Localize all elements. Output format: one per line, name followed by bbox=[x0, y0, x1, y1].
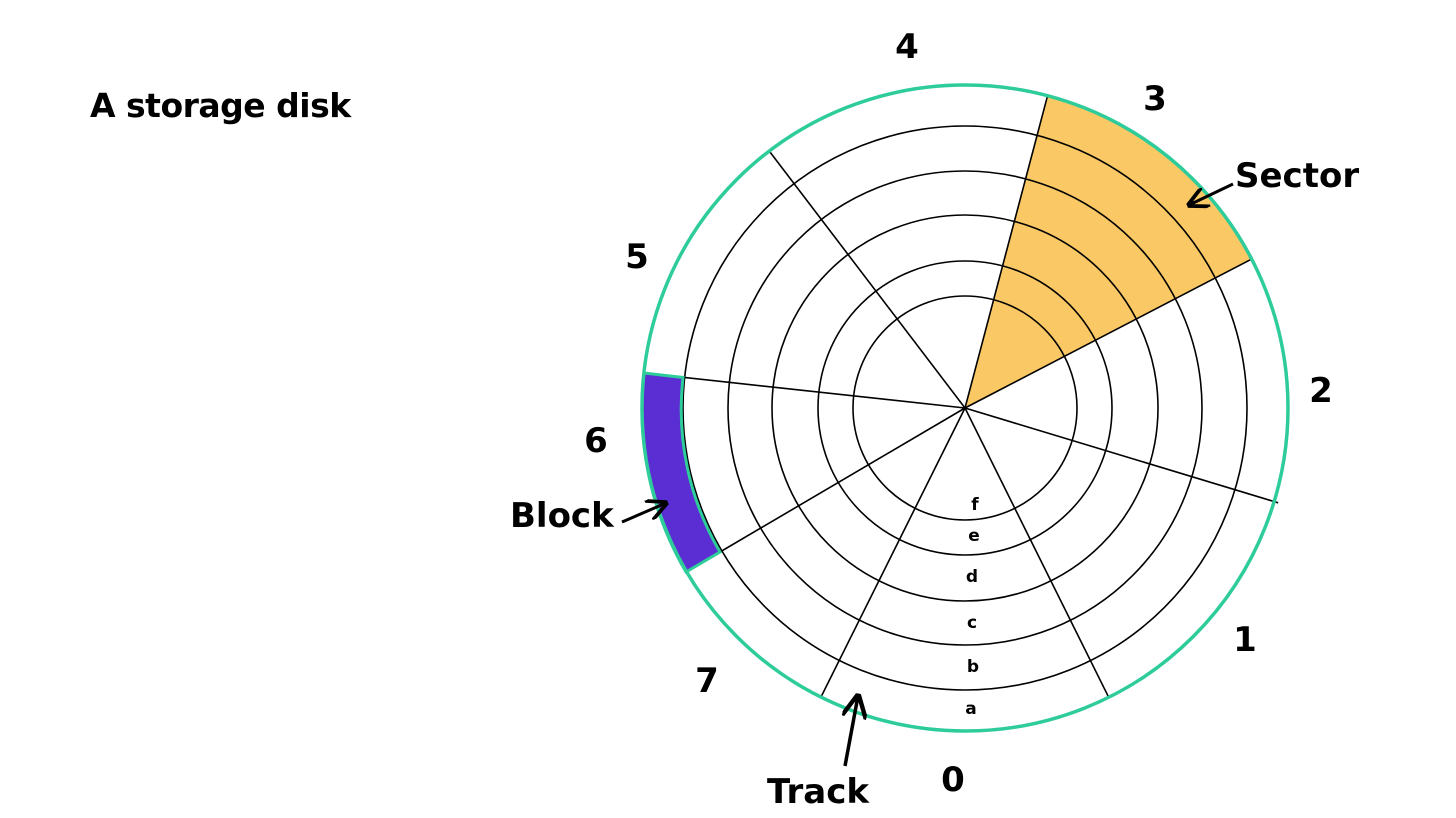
diagram-title: A storage disk bbox=[90, 86, 351, 125]
sector-divider bbox=[964, 407, 1110, 698]
sector-divider bbox=[642, 372, 966, 409]
sector-divider bbox=[685, 407, 966, 573]
track-callout-arrow bbox=[845, 696, 858, 767]
disk-rim bbox=[640, 83, 1290, 733]
sector-callout-label: Sector bbox=[1235, 156, 1359, 196]
highlighted-sector bbox=[965, 95, 1254, 408]
sector-number-4: 4 bbox=[895, 27, 919, 67]
sector-number-1: 1 bbox=[1233, 620, 1257, 660]
block-callout-arrow bbox=[621, 503, 666, 524]
track-circles bbox=[682, 125, 1248, 691]
sector-number-7: 7 bbox=[695, 661, 719, 701]
sector-number-3: 3 bbox=[1143, 79, 1167, 119]
track-letter-f: f bbox=[971, 495, 979, 515]
sector-divider bbox=[820, 407, 966, 698]
track-callout-label: Track bbox=[767, 772, 870, 812]
track-letter-e: e bbox=[968, 526, 980, 546]
sector-divider bbox=[964, 257, 1254, 409]
track-circle-e bbox=[817, 260, 1113, 556]
sector-number-2: 2 bbox=[1309, 371, 1333, 411]
sector-divider bbox=[964, 95, 1049, 409]
track-circle-b bbox=[682, 125, 1248, 691]
sector-number-5: 5 bbox=[625, 237, 649, 277]
sector-divider bbox=[768, 150, 966, 409]
sector-number-0: 0 bbox=[941, 760, 965, 800]
sector-number-6: 6 bbox=[584, 421, 608, 461]
track-circle-c bbox=[727, 170, 1203, 646]
block-callout-label: Block bbox=[510, 496, 615, 536]
sector-divider bbox=[964, 407, 1279, 504]
track-letter-d: d bbox=[966, 567, 978, 587]
track-letter-c: c bbox=[967, 613, 977, 633]
track-letter-a: a bbox=[965, 699, 976, 719]
sector-dividers bbox=[642, 95, 1279, 698]
highlighted-block bbox=[640, 371, 723, 575]
track-letter-b: b bbox=[967, 657, 979, 677]
track-circle-f bbox=[852, 295, 1078, 521]
sector-callout-arrow bbox=[1189, 182, 1234, 205]
track-circle-d bbox=[771, 214, 1159, 602]
